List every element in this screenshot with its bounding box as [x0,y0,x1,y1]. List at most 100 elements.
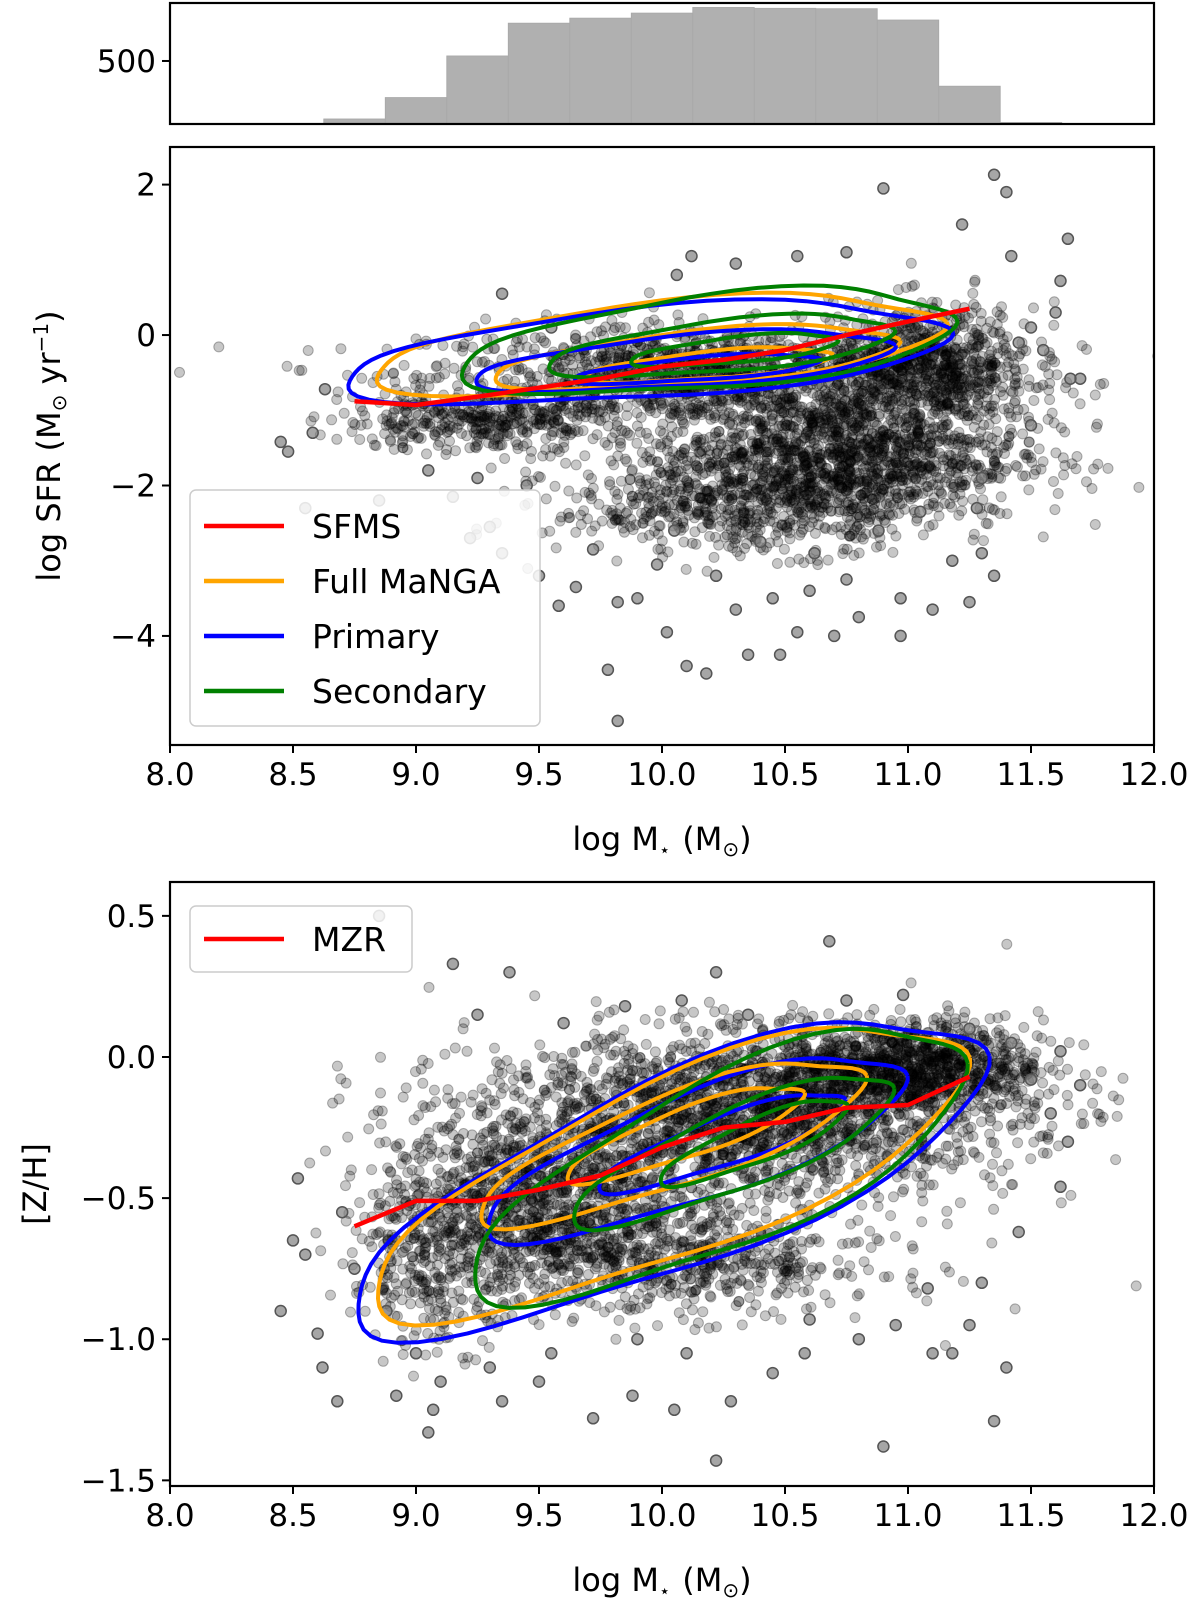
scatter-point [593,414,605,426]
scatter-point [1059,460,1071,471]
scatter-point [451,340,463,352]
scatter-point [899,381,911,392]
scatter-point [482,408,494,420]
scatter-point [909,398,921,410]
scatter-point [835,387,847,399]
scatter-point [748,394,760,405]
scatter-point [770,436,782,448]
scatter-point [770,529,782,541]
scatter-point [693,399,705,411]
scatter-point [1020,345,1032,357]
scatter-point [606,314,618,326]
scatter-point [997,1187,1009,1199]
scatter-point [732,394,744,406]
y-tick-label: 2 [136,168,156,204]
scatter-point [708,551,720,563]
scatter-point [525,453,537,465]
scatter-point [967,287,979,299]
scatter-point [567,359,579,371]
scatter-point [856,395,868,406]
scatter-point [1044,394,1056,406]
scatter-point [713,400,725,412]
scatter-point [710,427,721,439]
scatter-point [882,378,894,390]
scatter-point [457,341,469,353]
scatter-point [569,580,583,594]
scatter-point [308,411,320,423]
scatter-point [975,307,987,319]
scatter-point [668,524,681,537]
scatter-point [705,413,717,425]
y-tick-label: −2 [110,468,156,504]
scatter-point [621,410,633,422]
scatter-point [991,306,1003,318]
scatter-point [500,420,512,431]
scatter-point [885,378,897,390]
scatter-point [942,397,953,409]
scatter-point [975,546,989,560]
scatter-point [866,393,878,404]
scatter-point [823,449,834,461]
sfr-x-ticks: 8.0 8.5 9.0 9.5 10.0 10.5 11.0 11.5 12.0 [145,745,1189,793]
scatter-point [892,375,904,387]
scatter-point [727,542,739,554]
scatter-point [759,399,771,411]
sfr-x-axis-label: log M⋆ (M⊙) [572,820,751,861]
scatter-point [1044,378,1056,389]
scatter-point [882,373,894,385]
scatter-point [872,482,884,494]
scatter-point [891,390,902,402]
scatter-point [609,322,621,334]
scatter-point [887,546,899,558]
scatter-point [886,473,898,485]
scatter-point [960,381,972,393]
scatter-point [430,372,442,384]
scatter-point [612,488,624,500]
scatter-point [591,326,603,338]
scatter-point [436,408,448,420]
scatter-point [626,464,638,476]
scatter-point [631,420,643,432]
scatter-point [421,411,433,423]
scatter-point [574,410,586,422]
scatter-point [785,452,797,464]
scatter-point [1078,1039,1090,1051]
scatter-point [564,511,576,523]
scatter-point [943,397,954,409]
scatter-point [510,364,522,376]
scatter-point [714,432,726,444]
scatter-point [676,414,688,426]
scatter-point [658,397,669,409]
sfr-panel: 8.0 8.5 9.0 9.5 10.0 10.5 11.0 11.5 12.0 20−2−4 … [29,145,1189,861]
scatter-point [718,1004,730,1015]
scatter-point [859,379,871,391]
scatter-point [767,413,779,425]
scatter-point [912,488,924,500]
scatter-point [760,334,772,346]
scatter-point [654,425,666,437]
scatter-point [990,449,1002,460]
scatter-point [1052,488,1064,499]
scatter-point [736,477,748,489]
scatter-point [1009,363,1021,375]
scatter-point [619,516,631,528]
scatter-point [871,541,882,553]
scatter-point [680,659,693,673]
scatter-point [643,529,655,541]
scatter-point [994,361,1006,373]
scatter-point [643,433,655,444]
scatter-point [1000,349,1012,361]
scatter-point [955,349,967,361]
scatter-point [845,417,857,429]
scatter-point [809,527,821,539]
scatter-point [1061,232,1075,246]
scatter-point [467,341,479,353]
scatter-point [708,395,720,407]
scatter-point [894,592,907,605]
scatter-point [839,405,851,417]
scatter-point [609,404,621,416]
scatter-point [770,394,782,406]
scatter-point [274,435,287,449]
scatter-point [840,573,853,586]
scatter-point [907,431,919,443]
